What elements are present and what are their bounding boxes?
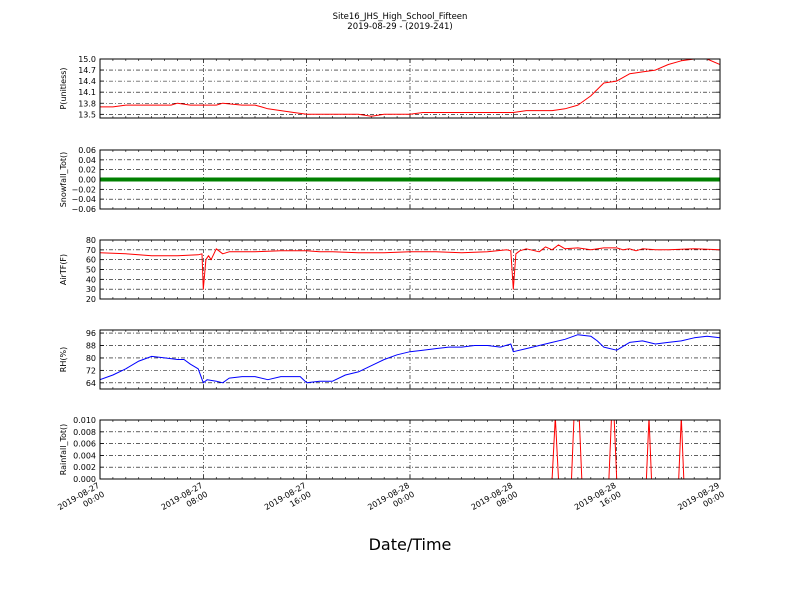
y-tick-label: 14.1 [78,88,96,97]
chart-title: Site16_JHS_High_School_Fifteen [333,12,468,22]
series-line [100,334,720,384]
y-tick-label: 40 [86,275,96,284]
y-axis-label: AirTF(F) [59,254,68,285]
y-tick-label: −0.06 [71,205,96,214]
y-tick-label: 0.002 [73,463,96,472]
y-tick-label: 14.7 [78,66,96,75]
y-tick-label: 0.004 [73,451,96,460]
y-tick-label: 0.02 [78,166,96,175]
y-tick-label: 64 [86,379,96,388]
axes-frame [99,239,721,300]
y-tick-label: 80 [86,354,96,363]
y-tick-label: −0.02 [71,185,96,194]
series-line [100,244,720,290]
y-tick-label: 14.4 [78,77,96,86]
y-tick-label: 50 [86,266,96,275]
subplots: 13.5 13.8 14.1 14.4 14.7 15.0 P(unitless) −0.06… [59,55,721,484]
y-tick-label: 20 [86,295,96,304]
y-tick-label: 15.0 [78,55,96,64]
y-axis-label: Rainfall_Tot() [59,424,68,476]
y-tick-label: 0.04 [78,156,96,165]
chart-subtitle: 2019-08-29 - (2019-241) [347,22,452,32]
y-tick-label: 13.5 [78,110,96,119]
y-tick-label: 70 [86,246,96,255]
y-tick-label: −0.04 [71,195,96,204]
x-axis-label: Date/Time [369,535,452,554]
y-tick-label: 88 [86,342,96,351]
series-line [100,420,720,479]
y-tick-label: 30 [86,285,96,294]
axes-frame [99,329,721,390]
subplot-1: 13.5 13.8 14.1 14.4 14.7 15.0 P(unitless) [59,55,721,119]
series-line [100,59,720,117]
axes-frame [99,419,721,480]
y-tick-label: 0.00 [78,176,96,185]
y-tick-label: 0.06 [78,146,96,155]
y-axis-label: RH(%) [59,347,68,372]
axes-frame [99,149,721,210]
axes-frame [99,58,721,119]
subplot-2: −0.06−0.04−0.020.000.020.040.06 Snowfall_… [59,146,721,214]
y-tick-label: 96 [86,329,96,338]
y-tick-label: 60 [86,256,96,265]
subplot-4: 64 72 80 88 96 RH(%) [59,329,721,390]
y-axis-label: Snowfall_Tot() [59,152,68,208]
y-tick-label: 0.006 [73,440,96,449]
y-tick-label: 0.000 [73,475,96,484]
y-tick-label: 72 [86,366,96,375]
y-tick-label: 0.010 [73,416,96,425]
y-tick-label: 13.8 [78,99,96,108]
y-tick-label: 80 [86,236,96,245]
y-tick-label: 0.008 [73,428,96,437]
subplot-5: 0.000 0.002 0.004 0.006 0.008 0.010 Rainfall_T… [59,416,721,484]
y-axis-label: P(unitless) [59,67,68,109]
